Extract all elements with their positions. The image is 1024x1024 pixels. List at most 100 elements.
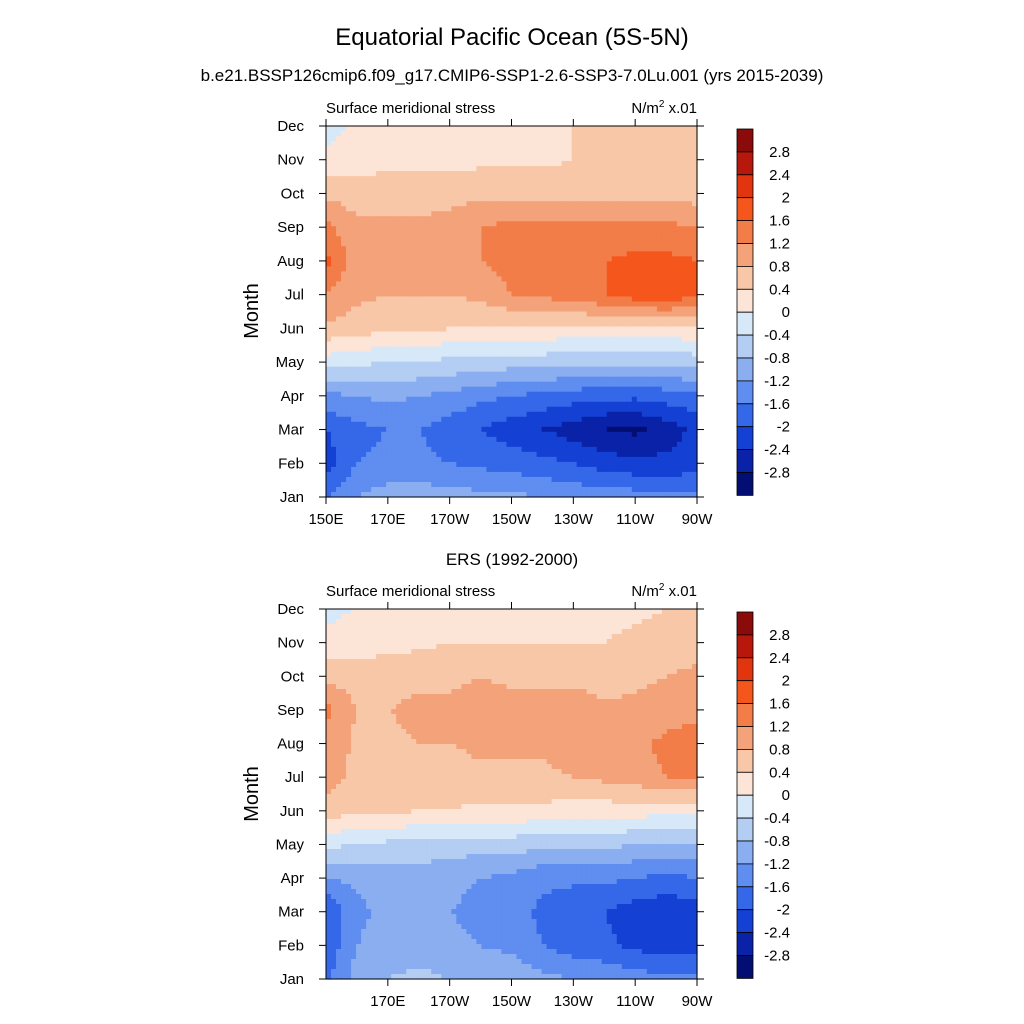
field-cell xyxy=(656,386,663,393)
field-cell xyxy=(561,451,568,458)
field-cell xyxy=(351,231,357,237)
field-cell xyxy=(691,371,698,378)
field-cell xyxy=(641,421,648,428)
field-cell xyxy=(501,431,508,438)
field-cell xyxy=(526,236,533,242)
field-cell xyxy=(361,426,367,433)
field-cell xyxy=(451,346,457,353)
field-cell xyxy=(491,171,498,177)
field-cell xyxy=(486,351,493,358)
field-cell xyxy=(516,246,523,252)
field-cell xyxy=(596,136,603,142)
field-cell xyxy=(581,146,588,152)
field-cell xyxy=(596,146,603,152)
field-cell xyxy=(566,431,573,438)
field-cell xyxy=(481,456,488,463)
field-cell xyxy=(451,196,457,202)
field-cell xyxy=(436,431,442,438)
field-cell xyxy=(446,336,452,343)
field-cell xyxy=(411,171,417,177)
field-cell xyxy=(681,201,688,207)
field-cell xyxy=(581,431,588,438)
field-cell xyxy=(336,456,342,463)
field-cell xyxy=(671,206,678,212)
field-cell xyxy=(401,356,407,363)
field-cell xyxy=(396,341,402,348)
field-cell xyxy=(671,386,678,393)
field-cell xyxy=(471,381,477,388)
field-cell xyxy=(386,441,392,448)
field-cell xyxy=(651,141,658,147)
field-cell xyxy=(656,321,663,328)
field-cell xyxy=(351,436,357,443)
field-cell xyxy=(416,246,422,252)
field-cell xyxy=(426,381,432,388)
field-cell xyxy=(471,441,477,448)
field-cell xyxy=(331,346,337,353)
field-cell xyxy=(446,206,452,212)
field-cell xyxy=(691,276,698,283)
field-cell xyxy=(356,266,362,272)
field-cell xyxy=(386,156,392,162)
field-cell xyxy=(336,246,342,252)
field-cell xyxy=(661,351,668,358)
field-cell xyxy=(461,406,467,413)
field-cell xyxy=(406,451,412,458)
field-cell xyxy=(661,146,668,152)
field-cell xyxy=(451,441,457,448)
field-cell xyxy=(371,246,377,252)
field-cell xyxy=(651,131,658,137)
field-cell xyxy=(336,371,342,378)
field-cell xyxy=(401,421,407,428)
field-cell xyxy=(621,406,628,413)
field-cell xyxy=(556,251,563,257)
field-cell xyxy=(356,421,362,428)
field-cell xyxy=(536,451,543,458)
field-cell xyxy=(611,156,618,162)
field-cell xyxy=(441,281,447,288)
field-cell xyxy=(636,141,643,147)
field-cell xyxy=(561,376,568,383)
field-cell xyxy=(466,456,472,463)
field-cell xyxy=(671,306,678,313)
field-cell xyxy=(601,231,608,237)
field-cell xyxy=(561,146,568,152)
field-cell xyxy=(501,236,508,242)
field-cell xyxy=(446,401,452,408)
field-cell xyxy=(426,211,432,217)
field-cell xyxy=(441,291,447,298)
field-cell xyxy=(496,316,503,323)
field-cell xyxy=(471,146,477,152)
field-cell xyxy=(681,221,688,227)
field-cell xyxy=(516,451,523,458)
field-cell xyxy=(666,256,673,262)
field-cell xyxy=(446,346,452,353)
field-cell xyxy=(426,336,432,343)
field-cell xyxy=(676,396,683,403)
field-cell xyxy=(516,341,523,348)
field-cell xyxy=(391,221,397,227)
field-cell xyxy=(331,451,337,458)
field-cell xyxy=(391,181,397,187)
field-cell xyxy=(641,186,648,192)
field-cell xyxy=(496,151,503,157)
field-cell xyxy=(511,356,518,363)
field-cell xyxy=(416,161,422,167)
field-cell xyxy=(496,361,503,368)
field-cell xyxy=(511,171,518,177)
field-cell xyxy=(471,251,477,257)
field-cell xyxy=(651,341,658,348)
field-cell xyxy=(521,361,528,368)
field-cell xyxy=(391,136,397,142)
field-cell xyxy=(426,361,432,368)
field-cell xyxy=(531,191,538,197)
field-cell xyxy=(611,376,618,383)
field-cell xyxy=(436,231,442,237)
field-cell xyxy=(571,196,578,202)
field-cell xyxy=(366,426,372,433)
field-cell xyxy=(466,321,472,328)
field-cell xyxy=(691,401,698,408)
field-cell xyxy=(641,191,648,197)
field-cell xyxy=(441,256,447,262)
field-cell xyxy=(371,241,377,247)
